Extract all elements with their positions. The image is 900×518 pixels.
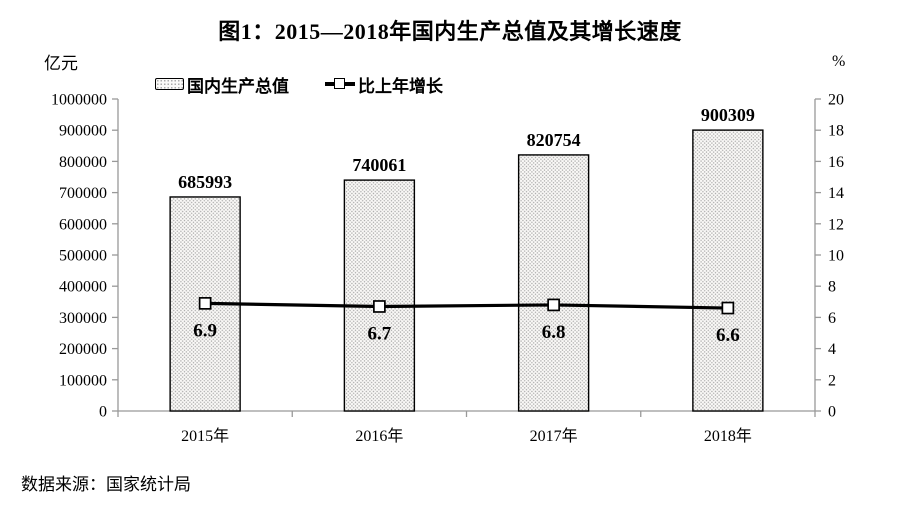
svg-text:900309: 900309 <box>701 105 755 125</box>
svg-text:2016年: 2016年 <box>355 427 403 445</box>
svg-text:6.8: 6.8 <box>542 322 566 343</box>
svg-text:6.9: 6.9 <box>193 320 217 341</box>
svg-text:10: 10 <box>828 248 844 265</box>
svg-text:600000: 600000 <box>59 216 107 233</box>
data-source: 数据来源：国家统计局 <box>21 475 191 494</box>
svg-text:2018年: 2018年 <box>704 427 752 445</box>
svg-text:2015年: 2015年 <box>181 427 229 445</box>
svg-text:4: 4 <box>828 341 836 358</box>
svg-text:700000: 700000 <box>59 185 107 202</box>
svg-text:18: 18 <box>828 123 844 140</box>
svg-text:14: 14 <box>828 185 844 202</box>
svg-text:20: 20 <box>828 92 844 109</box>
legend-line-label: 比上年增长 <box>358 76 443 96</box>
svg-text:820754: 820754 <box>527 130 581 150</box>
svg-text:400000: 400000 <box>59 279 107 296</box>
svg-text:100000: 100000 <box>59 372 107 389</box>
legend-bar-label: 国内生产总值 <box>187 76 289 96</box>
svg-text:0: 0 <box>99 404 107 421</box>
svg-text:1000000: 1000000 <box>51 92 107 109</box>
legend: 国内生产总值 比上年增长 <box>155 75 443 96</box>
svg-text:500000: 500000 <box>59 248 107 265</box>
svg-text:6.6: 6.6 <box>716 325 740 346</box>
svg-text:200000: 200000 <box>59 341 107 358</box>
svg-text:6.7: 6.7 <box>368 323 392 344</box>
svg-text:300000: 300000 <box>59 310 107 327</box>
legend-line-swatch-icon <box>325 78 355 89</box>
svg-text:900000: 900000 <box>59 123 107 140</box>
left-axis-unit-label: 亿元 <box>44 54 78 73</box>
svg-text:12: 12 <box>828 216 844 233</box>
svg-text:2017年: 2017年 <box>530 427 578 445</box>
svg-text:16: 16 <box>828 154 844 171</box>
svg-text:8: 8 <box>828 279 836 296</box>
svg-text:6: 6 <box>828 310 836 327</box>
svg-text:800000: 800000 <box>59 154 107 171</box>
chart-title: 图1：2015—2018年国内生产总值及其增长速度 <box>218 19 682 44</box>
right-axis-unit-label: % <box>832 53 846 70</box>
legend-line-marker-icon <box>334 78 345 89</box>
svg-text:2: 2 <box>828 372 836 389</box>
svg-text:740061: 740061 <box>352 155 406 175</box>
svg-text:0: 0 <box>828 404 836 421</box>
svg-text:685993: 685993 <box>178 172 232 192</box>
legend-bar-swatch-icon <box>155 78 184 90</box>
